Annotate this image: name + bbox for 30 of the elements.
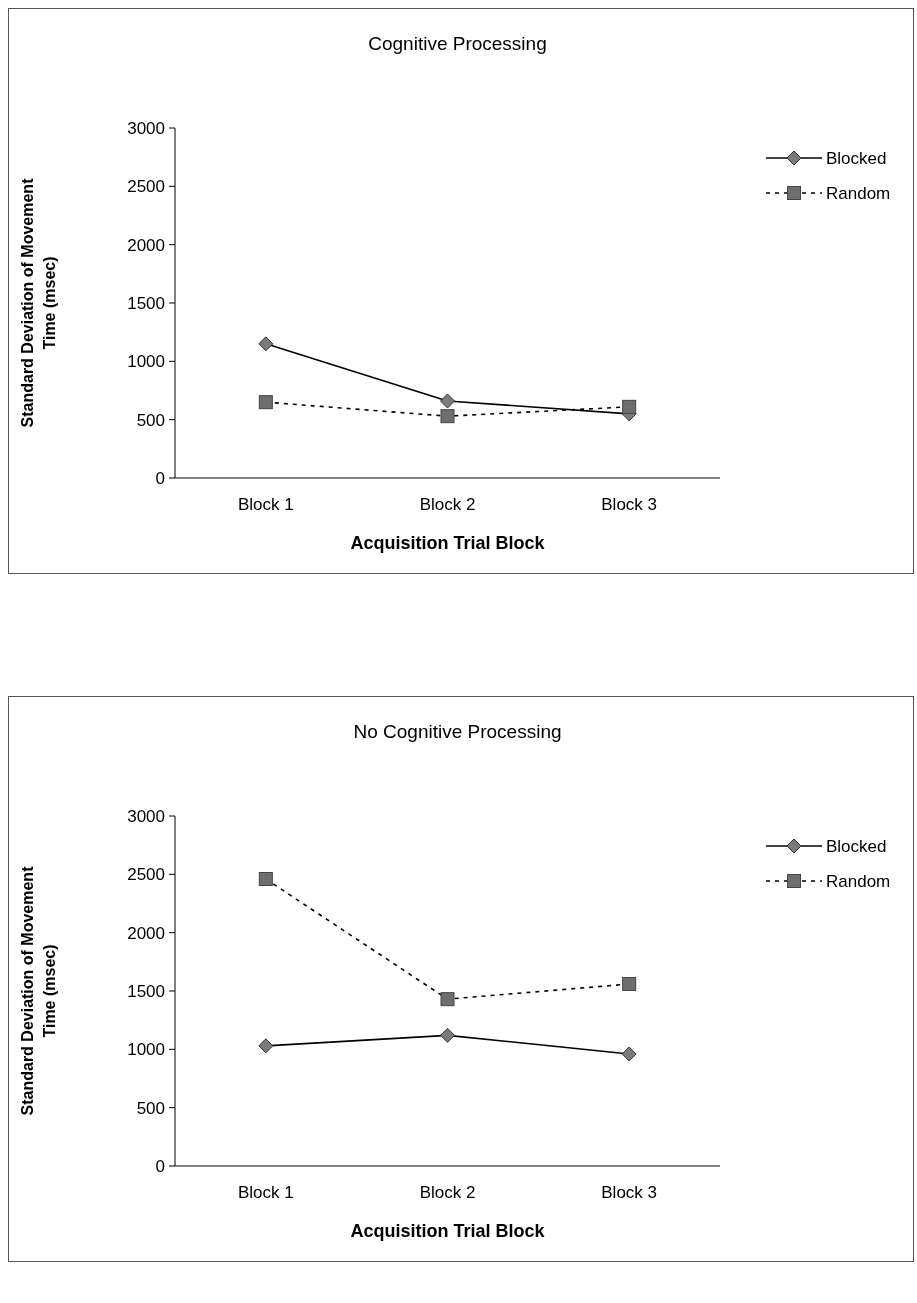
y-tick-label: 500 [136,410,165,430]
chart-title: Cognitive Processing [368,33,547,54]
y-tick-label: 500 [136,1098,165,1118]
y-tick-label: 1000 [127,352,165,372]
y-axis-title: Standard Deviation of Movement Time (msec) [19,865,58,1116]
y-tick-label: 2000 [127,235,165,255]
y-tick-label: 0 [155,468,165,488]
x-tick-label: Block 3 [601,1183,658,1202]
x-axis-title: Acquisition Trial Block [350,533,546,553]
legend-label: Blocked [826,148,887,168]
legend-label: Random [826,183,891,203]
y-tick-label: 1500 [127,293,165,313]
y-tick-label: 3000 [127,806,165,826]
x-tick-label: Block 1 [237,495,294,514]
legend-label: Random [826,871,891,891]
legend-label: Blocked [826,836,887,856]
x-tick-label: Block 2 [419,1183,476,1202]
y-tick-label: 0 [155,1156,165,1176]
y-tick-label: 2000 [127,923,165,943]
y-tick-label: 2500 [127,177,165,197]
y-tick-label: 2500 [127,865,165,885]
x-tick-label: Block 1 [237,1183,294,1202]
chart-title: No Cognitive Processing [353,721,562,742]
y-axis-title: Standard Deviation of Movement Time (msec) [19,177,58,428]
y-tick-label: 1500 [127,981,165,1001]
x-tick-label: Block 3 [601,495,658,514]
x-tick-label: Block 2 [419,495,476,514]
y-tick-label: 1000 [127,1040,165,1060]
y-tick-label: 3000 [127,118,165,138]
x-axis-title: Acquisition Trial Block [350,1221,546,1241]
